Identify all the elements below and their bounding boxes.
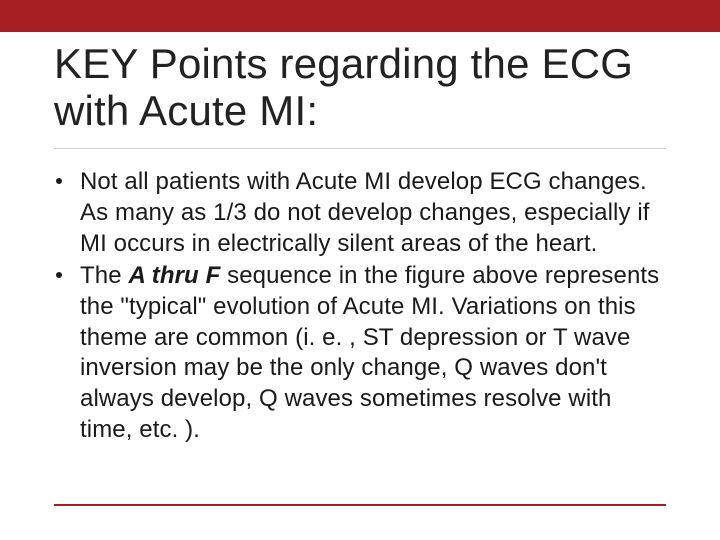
bullet-icon — [56, 272, 62, 278]
body-content: Not all patients with Acute MI develop E… — [0, 149, 720, 445]
list-item: The A thru F sequence in the figure abov… — [54, 261, 666, 445]
title-area: KEY Points regarding the ECG with Acute … — [0, 32, 720, 144]
bullet-list: Not all patients with Acute MI develop E… — [54, 167, 666, 445]
list-item: Not all patients with Acute MI develop E… — [54, 167, 666, 259]
slide-title: KEY Points regarding the ECG with Acute … — [54, 40, 666, 134]
bullet-text-pre: The — [80, 262, 128, 289]
bullet-text-post: sequence in the figure above represents … — [80, 262, 659, 443]
bullet-text: Not all patients with Acute MI develop E… — [80, 168, 650, 256]
accent-top-bar — [0, 0, 720, 32]
divider-bottom — [54, 504, 666, 506]
bullet-text-emph: A thru F — [128, 262, 220, 289]
bullet-icon — [56, 178, 62, 184]
